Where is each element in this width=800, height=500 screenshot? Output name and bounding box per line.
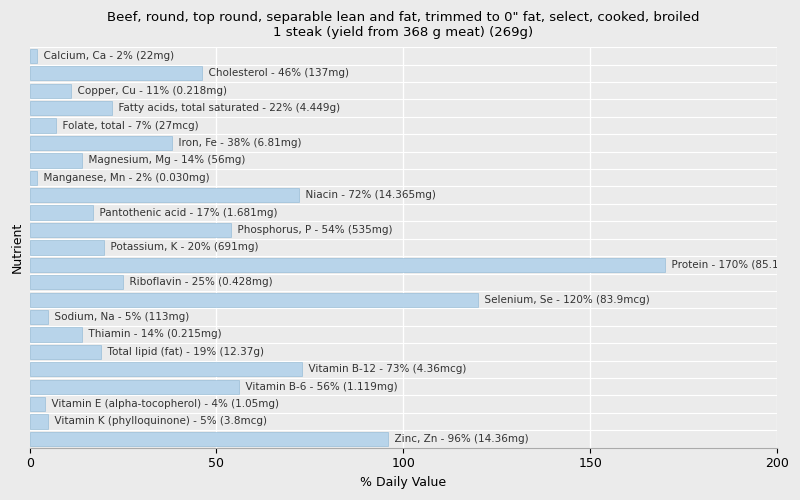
Text: Fatty acids, total saturated - 22% (4.449g): Fatty acids, total saturated - 22% (4.44…	[112, 103, 340, 113]
Bar	[30, 240, 104, 254]
Bar	[30, 118, 56, 132]
Bar	[30, 136, 172, 150]
Text: Folate, total - 7% (27mcg): Folate, total - 7% (27mcg)	[56, 120, 198, 130]
Text: Protein - 170% (85.14g): Protein - 170% (85.14g)	[665, 260, 796, 270]
Text: Vitamin B-6 - 56% (1.119mg): Vitamin B-6 - 56% (1.119mg)	[239, 382, 398, 392]
Bar	[30, 292, 478, 307]
Text: Vitamin E (alpha-tocopherol) - 4% (1.05mg): Vitamin E (alpha-tocopherol) - 4% (1.05m…	[45, 399, 278, 409]
Text: Vitamin K (phylloquinone) - 5% (3.8mcg): Vitamin K (phylloquinone) - 5% (3.8mcg)	[48, 416, 267, 426]
Bar	[30, 258, 665, 272]
Bar	[30, 170, 37, 185]
Bar	[30, 206, 93, 220]
Bar	[30, 397, 45, 411]
Text: Sodium, Na - 5% (113mg): Sodium, Na - 5% (113mg)	[48, 312, 190, 322]
Title: Beef, round, top round, separable lean and fat, trimmed to 0" fat, select, cooke: Beef, round, top round, separable lean a…	[107, 11, 699, 39]
Text: Phosphorus, P - 54% (535mg): Phosphorus, P - 54% (535mg)	[231, 225, 393, 235]
Bar	[30, 223, 231, 237]
Bar	[30, 328, 82, 342]
Text: Niacin - 72% (14.365mg): Niacin - 72% (14.365mg)	[298, 190, 435, 200]
Text: Magnesium, Mg - 14% (56mg): Magnesium, Mg - 14% (56mg)	[82, 156, 246, 166]
Bar	[30, 432, 388, 446]
Text: Vitamin B-12 - 73% (4.36mcg): Vitamin B-12 - 73% (4.36mcg)	[302, 364, 467, 374]
Bar	[30, 84, 70, 98]
Text: Iron, Fe - 38% (6.81mg): Iron, Fe - 38% (6.81mg)	[172, 138, 301, 148]
X-axis label: % Daily Value: % Daily Value	[360, 476, 446, 489]
Text: Potassium, K - 20% (691mg): Potassium, K - 20% (691mg)	[104, 242, 259, 252]
Bar	[30, 362, 302, 376]
Text: Selenium, Se - 120% (83.9mcg): Selenium, Se - 120% (83.9mcg)	[478, 294, 650, 304]
Bar	[30, 310, 48, 324]
Y-axis label: Nutrient: Nutrient	[11, 222, 24, 273]
Bar	[30, 275, 123, 289]
Text: Copper, Cu - 11% (0.218mg): Copper, Cu - 11% (0.218mg)	[70, 86, 226, 96]
Text: Total lipid (fat) - 19% (12.37g): Total lipid (fat) - 19% (12.37g)	[101, 347, 264, 357]
Text: Zinc, Zn - 96% (14.36mg): Zinc, Zn - 96% (14.36mg)	[388, 434, 529, 444]
Text: Pantothenic acid - 17% (1.681mg): Pantothenic acid - 17% (1.681mg)	[93, 208, 278, 218]
Bar	[30, 188, 298, 202]
Bar	[30, 66, 202, 80]
Text: Manganese, Mn - 2% (0.030mg): Manganese, Mn - 2% (0.030mg)	[37, 173, 210, 183]
Bar	[30, 153, 82, 168]
Bar	[30, 344, 101, 359]
Bar	[30, 380, 239, 394]
Text: Riboflavin - 25% (0.428mg): Riboflavin - 25% (0.428mg)	[123, 277, 273, 287]
Text: Cholesterol - 46% (137mg): Cholesterol - 46% (137mg)	[202, 68, 349, 78]
Bar	[30, 101, 112, 116]
Text: Thiamin - 14% (0.215mg): Thiamin - 14% (0.215mg)	[82, 330, 222, 340]
Bar	[30, 414, 48, 428]
Text: Calcium, Ca - 2% (22mg): Calcium, Ca - 2% (22mg)	[37, 51, 174, 61]
Bar	[30, 49, 37, 63]
